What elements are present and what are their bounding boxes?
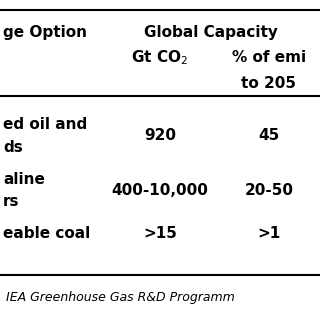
Text: eable coal: eable coal <box>3 226 91 241</box>
Text: ds: ds <box>3 140 23 155</box>
Text: % of emi: % of emi <box>232 50 306 65</box>
Text: 20-50: 20-50 <box>244 183 293 198</box>
Text: 45: 45 <box>258 129 279 143</box>
Text: ge Option: ge Option <box>3 25 87 39</box>
Text: aline: aline <box>3 172 45 187</box>
Text: >15: >15 <box>143 226 177 241</box>
Text: IEA Greenhouse Gas R&D Programm: IEA Greenhouse Gas R&D Programm <box>6 291 235 304</box>
Text: 920: 920 <box>144 129 176 143</box>
Text: rs: rs <box>3 194 20 209</box>
Text: ed oil and: ed oil and <box>3 117 87 132</box>
Text: to 205: to 205 <box>241 76 296 91</box>
Text: >1: >1 <box>257 226 280 241</box>
Text: Gt CO$_2$: Gt CO$_2$ <box>132 48 188 67</box>
Text: Global Capacity: Global Capacity <box>144 25 278 39</box>
Text: 400-10,000: 400-10,000 <box>112 183 208 198</box>
